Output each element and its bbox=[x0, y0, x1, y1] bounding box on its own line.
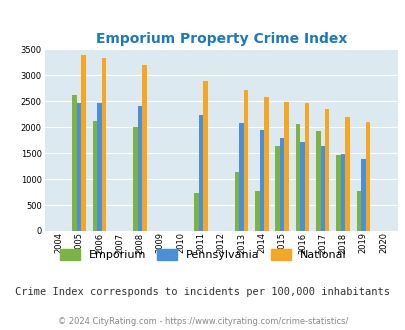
Bar bbox=[138, 106, 142, 231]
Legend: Emporium, Pennsylvania, National: Emporium, Pennsylvania, National bbox=[56, 246, 349, 263]
Bar bbox=[133, 127, 138, 231]
Bar bbox=[344, 117, 349, 231]
Bar bbox=[335, 155, 340, 231]
Bar bbox=[275, 146, 279, 231]
Bar bbox=[239, 123, 243, 231]
Bar bbox=[243, 90, 247, 231]
Bar bbox=[340, 154, 345, 231]
Bar bbox=[101, 58, 106, 231]
Bar bbox=[356, 190, 360, 231]
Bar bbox=[81, 55, 86, 231]
Bar bbox=[234, 172, 239, 231]
Text: Crime Index corresponds to incidents per 100,000 inhabitants: Crime Index corresponds to incidents per… bbox=[15, 287, 390, 297]
Bar bbox=[284, 102, 288, 231]
Bar bbox=[254, 190, 259, 231]
Bar bbox=[198, 115, 203, 231]
Bar bbox=[92, 121, 97, 231]
Bar bbox=[324, 109, 329, 231]
Bar bbox=[279, 138, 284, 231]
Bar bbox=[300, 142, 304, 231]
Bar bbox=[97, 103, 101, 231]
Title: Emporium Property Crime Index: Emporium Property Crime Index bbox=[95, 32, 346, 46]
Bar bbox=[263, 97, 268, 231]
Bar bbox=[203, 81, 207, 231]
Bar bbox=[365, 121, 369, 231]
Bar bbox=[320, 146, 324, 231]
Bar bbox=[304, 103, 309, 231]
Bar bbox=[259, 130, 264, 231]
Bar bbox=[315, 131, 320, 231]
Bar bbox=[295, 124, 299, 231]
Bar bbox=[360, 159, 365, 231]
Bar bbox=[142, 65, 146, 231]
Bar bbox=[72, 95, 77, 231]
Text: © 2024 CityRating.com - https://www.cityrating.com/crime-statistics/: © 2024 CityRating.com - https://www.city… bbox=[58, 317, 347, 326]
Bar bbox=[194, 193, 198, 231]
Bar bbox=[77, 103, 81, 231]
